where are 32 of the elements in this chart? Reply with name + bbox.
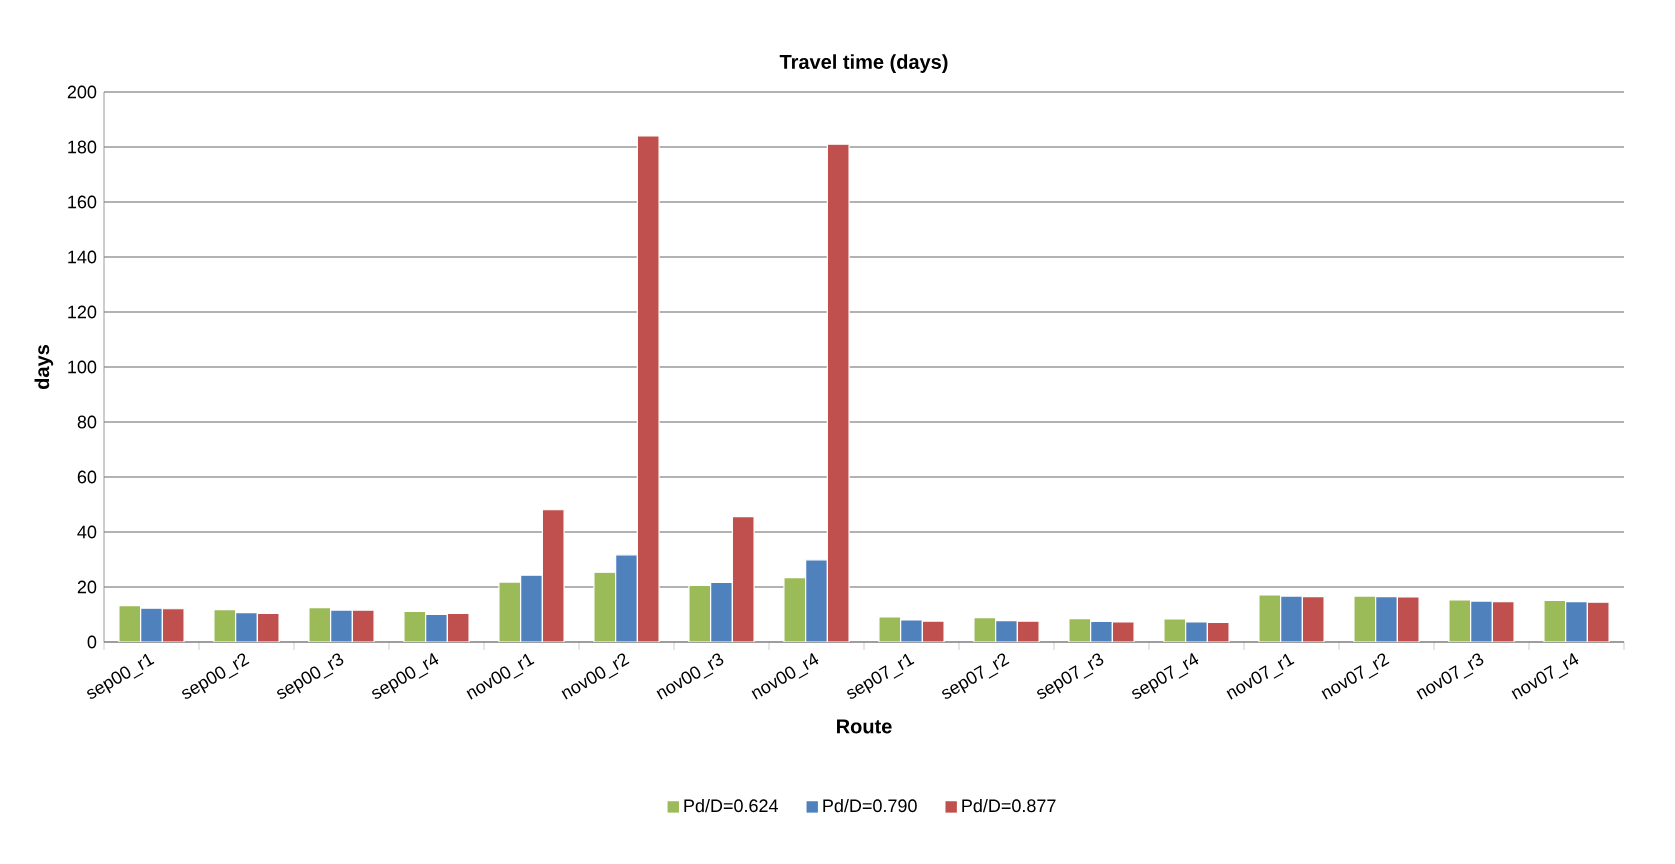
bar (615, 554, 638, 642)
y-tick-label: 200 (67, 85, 97, 99)
y-tick-label: 40 (77, 525, 97, 539)
bar (593, 571, 617, 642)
y-tick-label: 20 (77, 580, 97, 594)
bar (425, 613, 448, 642)
bar (140, 607, 163, 642)
y-tick-label: 140 (68, 250, 97, 264)
bar (235, 611, 258, 642)
y-axis-title: days (34, 345, 54, 389)
bar (995, 619, 1018, 642)
x-axis-title: Route (837, 719, 892, 734)
bar (710, 581, 733, 642)
chart-title: Travel time (days) (779, 54, 948, 73)
y-tick-label: 160 (68, 195, 97, 209)
bar (783, 577, 807, 642)
bar (805, 559, 828, 642)
bar (1280, 595, 1303, 642)
y-tick-label: 120 (68, 305, 97, 319)
y-tick-label: 180 (68, 140, 97, 154)
y-tick-label: 0 (87, 635, 97, 649)
legend-label: Pd/D=0.624 (684, 798, 778, 813)
legend-label: Pd/D=0.790 (823, 798, 917, 813)
bar (1375, 596, 1398, 642)
bar (330, 609, 353, 642)
bar (1565, 600, 1588, 642)
bar (1470, 600, 1493, 642)
legend-label: Pd/D=0.877 (962, 798, 1056, 813)
y-tick-label: 60 (77, 470, 97, 484)
y-tick-label: 80 (77, 415, 97, 429)
y-tick-label: 100 (68, 360, 97, 374)
bar (520, 574, 543, 642)
